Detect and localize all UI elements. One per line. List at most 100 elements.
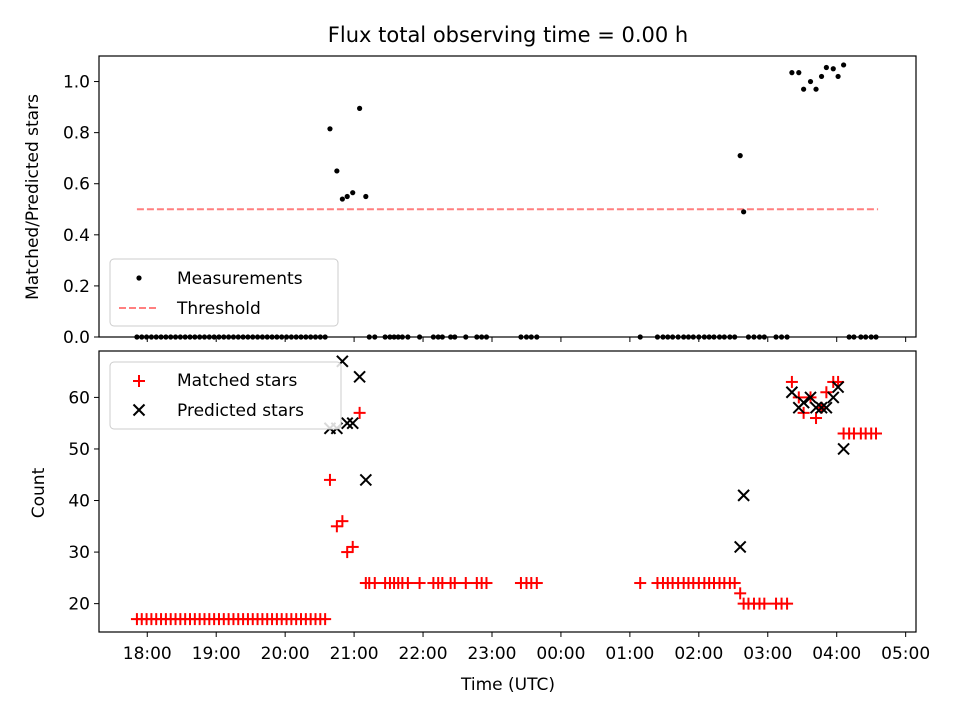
bottom-y-tick-label: 20 [68,595,90,615]
legend-predicted-marker [132,403,146,417]
predicted-star-point [831,380,845,394]
matched-star-point [330,520,343,533]
top-y-axis: 0.0 0.2 0.4 0.6 0.8 1.0 [63,73,99,348]
x-tick-label: 20:00 [261,644,310,664]
legend-predicted-label: Predicted stars [177,401,304,421]
predicted-star-point [346,416,359,430]
predicted-star-point [733,540,747,554]
matched-star-point [785,375,798,388]
x-tick-label: 23:00 [467,644,516,664]
bottom-legend-box [109,361,342,430]
measurement-point [350,190,356,196]
top-y-tick-label: 0.0 [63,328,90,348]
matched-star-point [634,577,647,590]
predicted-star-point [804,391,817,404]
matched-star-point [353,406,366,419]
top-legend: Measurements Threshold [109,258,339,327]
measurement-point [741,209,747,215]
measurement-point [830,66,836,72]
x-tick-label: 22:00 [399,644,448,664]
measurement-point [344,193,350,200]
chart-title: Flux total observing time = 0.00 h [328,23,688,47]
matched-star-point [448,577,461,590]
bottom-legend: Matched stars Predicted stars [109,361,342,430]
x-tick-label: 00:00 [536,644,585,664]
x-tick-label: 04:00 [812,644,861,664]
predicted-star-point [837,442,850,456]
bottom-y-tick-label: 60 [68,388,90,408]
x-tick-label: 18:00 [123,644,172,664]
matched-star-point [870,427,883,440]
bottom-y-tick-label: 40 [68,492,90,512]
x-tick-label: 03:00 [743,644,792,664]
matched-star-point [401,577,414,590]
measurement-point [357,105,363,111]
measurement-point [835,73,841,80]
legend-measurements-label: Measurements [177,269,303,289]
measurement-point [807,78,814,85]
predicted-star-point [797,396,810,409]
measurement-point [737,153,743,159]
top-y-tick-label: 0.6 [63,175,90,195]
x-tick-label: 21:00 [330,644,379,664]
measurement-point [789,70,795,76]
legend-measurements-marker [136,275,142,281]
measurement-point [841,62,847,68]
matched-star-point [319,613,332,626]
matched-star-point [781,597,794,610]
bottom-y-tick-label: 30 [68,543,90,563]
predicted-star-point [785,386,799,399]
predicted-star-point [815,401,828,414]
measurement-point [334,168,340,174]
matched-star-point [530,577,543,590]
x-tick-label: 05:00 [881,644,930,664]
bottom-y-axis: 20 30 40 50 60 [68,388,99,615]
x-tick-label: 01:00 [605,644,654,664]
top-y-tick-label: 0.4 [63,226,90,246]
x-tick-label: 19:00 [192,644,241,664]
top-panel: 0.0 0.2 0.4 0.6 0.8 1.0 Matched/Predicted sta… [23,55,917,348]
matched-star-point [336,515,349,528]
matched-star-point [323,473,336,486]
top-y-axis-label: Matched/Predicted stars [23,94,43,300]
bottom-plot-frame [98,350,917,633]
measurements-series [134,62,879,340]
matched-stars-series [130,375,883,626]
predicted-star-point [353,370,366,383]
bottom-x-axis: 18:00 19:00 20:00 21:00 22:00 23:00 00:00 01:00… [123,632,930,664]
measurement-point [363,193,369,200]
x-tick-label: 02:00 [674,644,723,664]
predicted-star-point [340,416,354,430]
matched-star-point [413,577,426,590]
matched-star-point [728,577,741,590]
measurement-point [327,126,333,132]
measurement-point [796,70,802,76]
top-plot-frame [98,55,917,338]
measurement-point [813,86,819,92]
top-y-tick-label: 0.8 [63,124,90,144]
predicted-star-point [359,473,373,487]
matched-star-point [459,577,472,590]
matched-star-point [734,587,747,600]
predicted-star-point [809,401,823,414]
measurement-point [823,64,829,71]
top-y-tick-label: 0.2 [63,277,90,297]
matched-star-point [810,412,823,425]
predicted-star-point [737,489,750,502]
legend-threshold-label: Threshold [176,299,261,319]
matched-star-point [368,577,381,590]
predicted-star-point [827,391,840,404]
matched-star-point [820,386,833,399]
legend-matched-label: Matched stars [177,371,297,391]
matched-star-point [758,597,771,610]
measurement-point [818,73,825,80]
bottom-panel: 20 30 40 50 60 18:00 19:00 20:00 21:00 22:00 23:0… [29,350,930,695]
predicted-star-point [820,401,833,414]
x-axis-label: Time (UTC) [460,675,555,695]
measurement-point [339,196,345,202]
matched-star-point [346,540,359,553]
measurement-point [801,86,807,92]
matched-star-point [480,577,493,590]
